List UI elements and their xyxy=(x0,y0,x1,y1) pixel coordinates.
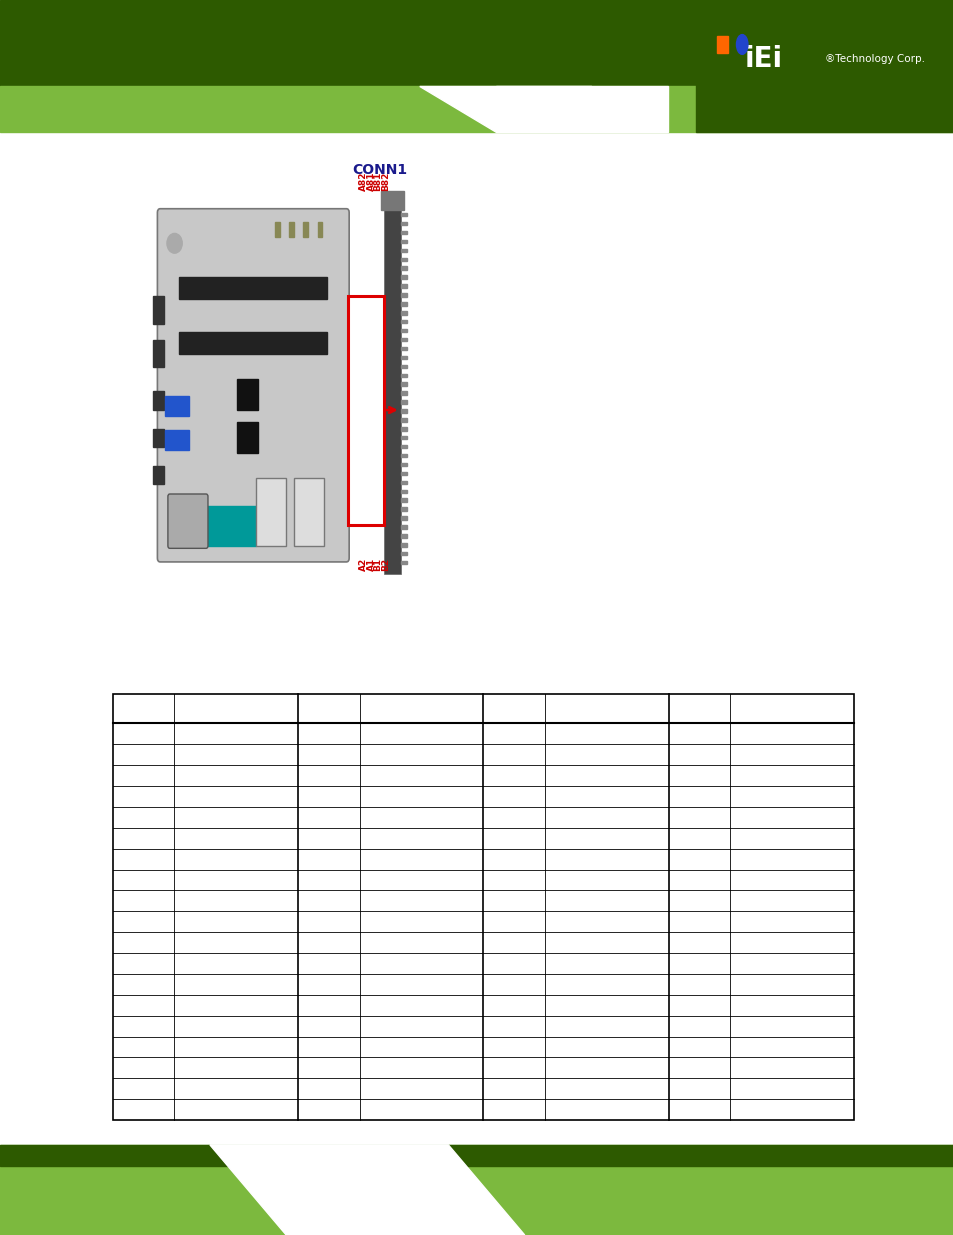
Bar xyxy=(0,86,953,132)
Bar xyxy=(165,430,189,450)
Bar xyxy=(380,191,403,210)
Bar xyxy=(152,340,164,367)
Bar xyxy=(152,391,164,410)
Bar xyxy=(400,543,407,547)
Bar xyxy=(400,400,407,404)
Bar xyxy=(112,694,853,1120)
Bar xyxy=(400,436,407,440)
Bar xyxy=(400,303,407,305)
Text: ®Technology Corp.: ®Technology Corp. xyxy=(824,54,924,64)
Bar xyxy=(400,222,407,225)
Bar xyxy=(400,240,407,243)
FancyBboxPatch shape xyxy=(168,494,208,548)
Bar xyxy=(400,284,407,288)
Bar xyxy=(400,561,407,564)
Bar xyxy=(400,489,407,493)
Bar xyxy=(294,478,324,546)
Bar xyxy=(400,383,407,385)
Bar xyxy=(400,212,407,216)
Text: B82: B82 xyxy=(380,172,390,191)
Text: A82: A82 xyxy=(358,172,368,191)
Bar xyxy=(400,248,407,252)
Bar xyxy=(400,267,407,270)
Bar xyxy=(400,508,407,511)
Text: B1: B1 xyxy=(373,558,382,572)
Bar xyxy=(400,364,407,368)
Polygon shape xyxy=(496,86,667,132)
Bar xyxy=(400,480,407,484)
Bar xyxy=(400,293,407,296)
Ellipse shape xyxy=(736,35,747,54)
Bar xyxy=(0,0,953,86)
Bar xyxy=(696,0,953,132)
Bar xyxy=(152,466,164,484)
Bar xyxy=(0,1145,953,1166)
Bar xyxy=(400,453,407,457)
Bar xyxy=(400,320,407,324)
Bar xyxy=(400,427,407,431)
Bar xyxy=(317,222,322,237)
Bar xyxy=(0,1145,953,1235)
Bar xyxy=(400,472,407,475)
Text: A81: A81 xyxy=(366,172,375,191)
Bar xyxy=(179,332,327,354)
Bar xyxy=(165,396,189,416)
Bar xyxy=(289,222,294,237)
Bar xyxy=(236,379,257,410)
Bar xyxy=(400,258,407,261)
Bar xyxy=(236,422,257,453)
Bar xyxy=(400,445,407,448)
Text: B2: B2 xyxy=(380,558,390,572)
Bar xyxy=(400,463,407,467)
Bar xyxy=(400,409,407,412)
Bar xyxy=(400,516,407,520)
Polygon shape xyxy=(210,1145,524,1235)
Bar xyxy=(400,525,407,529)
Bar xyxy=(400,391,407,395)
Bar xyxy=(717,36,727,53)
Bar xyxy=(400,347,407,351)
Bar xyxy=(383,198,400,574)
FancyBboxPatch shape xyxy=(157,209,349,562)
Bar xyxy=(303,222,308,237)
Text: A2: A2 xyxy=(358,558,368,572)
Bar xyxy=(400,275,407,279)
Text: A1: A1 xyxy=(366,558,375,572)
Bar xyxy=(400,311,407,315)
Bar xyxy=(274,222,279,237)
Bar xyxy=(203,506,255,546)
Bar xyxy=(348,296,384,525)
Polygon shape xyxy=(419,86,667,132)
Circle shape xyxy=(167,233,182,253)
Text: CONN1: CONN1 xyxy=(352,163,407,177)
Bar xyxy=(255,478,286,546)
Bar xyxy=(400,356,407,359)
Bar xyxy=(400,535,407,537)
Bar xyxy=(400,499,407,501)
Bar xyxy=(152,429,164,447)
Text: B81: B81 xyxy=(373,172,382,191)
Bar xyxy=(400,552,407,556)
Bar xyxy=(400,231,407,235)
Bar xyxy=(400,329,407,332)
Bar xyxy=(400,419,407,421)
Bar xyxy=(179,277,327,299)
Bar xyxy=(400,373,407,377)
Text: iEi: iEi xyxy=(743,46,781,73)
Bar xyxy=(152,296,164,324)
Bar xyxy=(400,338,407,341)
